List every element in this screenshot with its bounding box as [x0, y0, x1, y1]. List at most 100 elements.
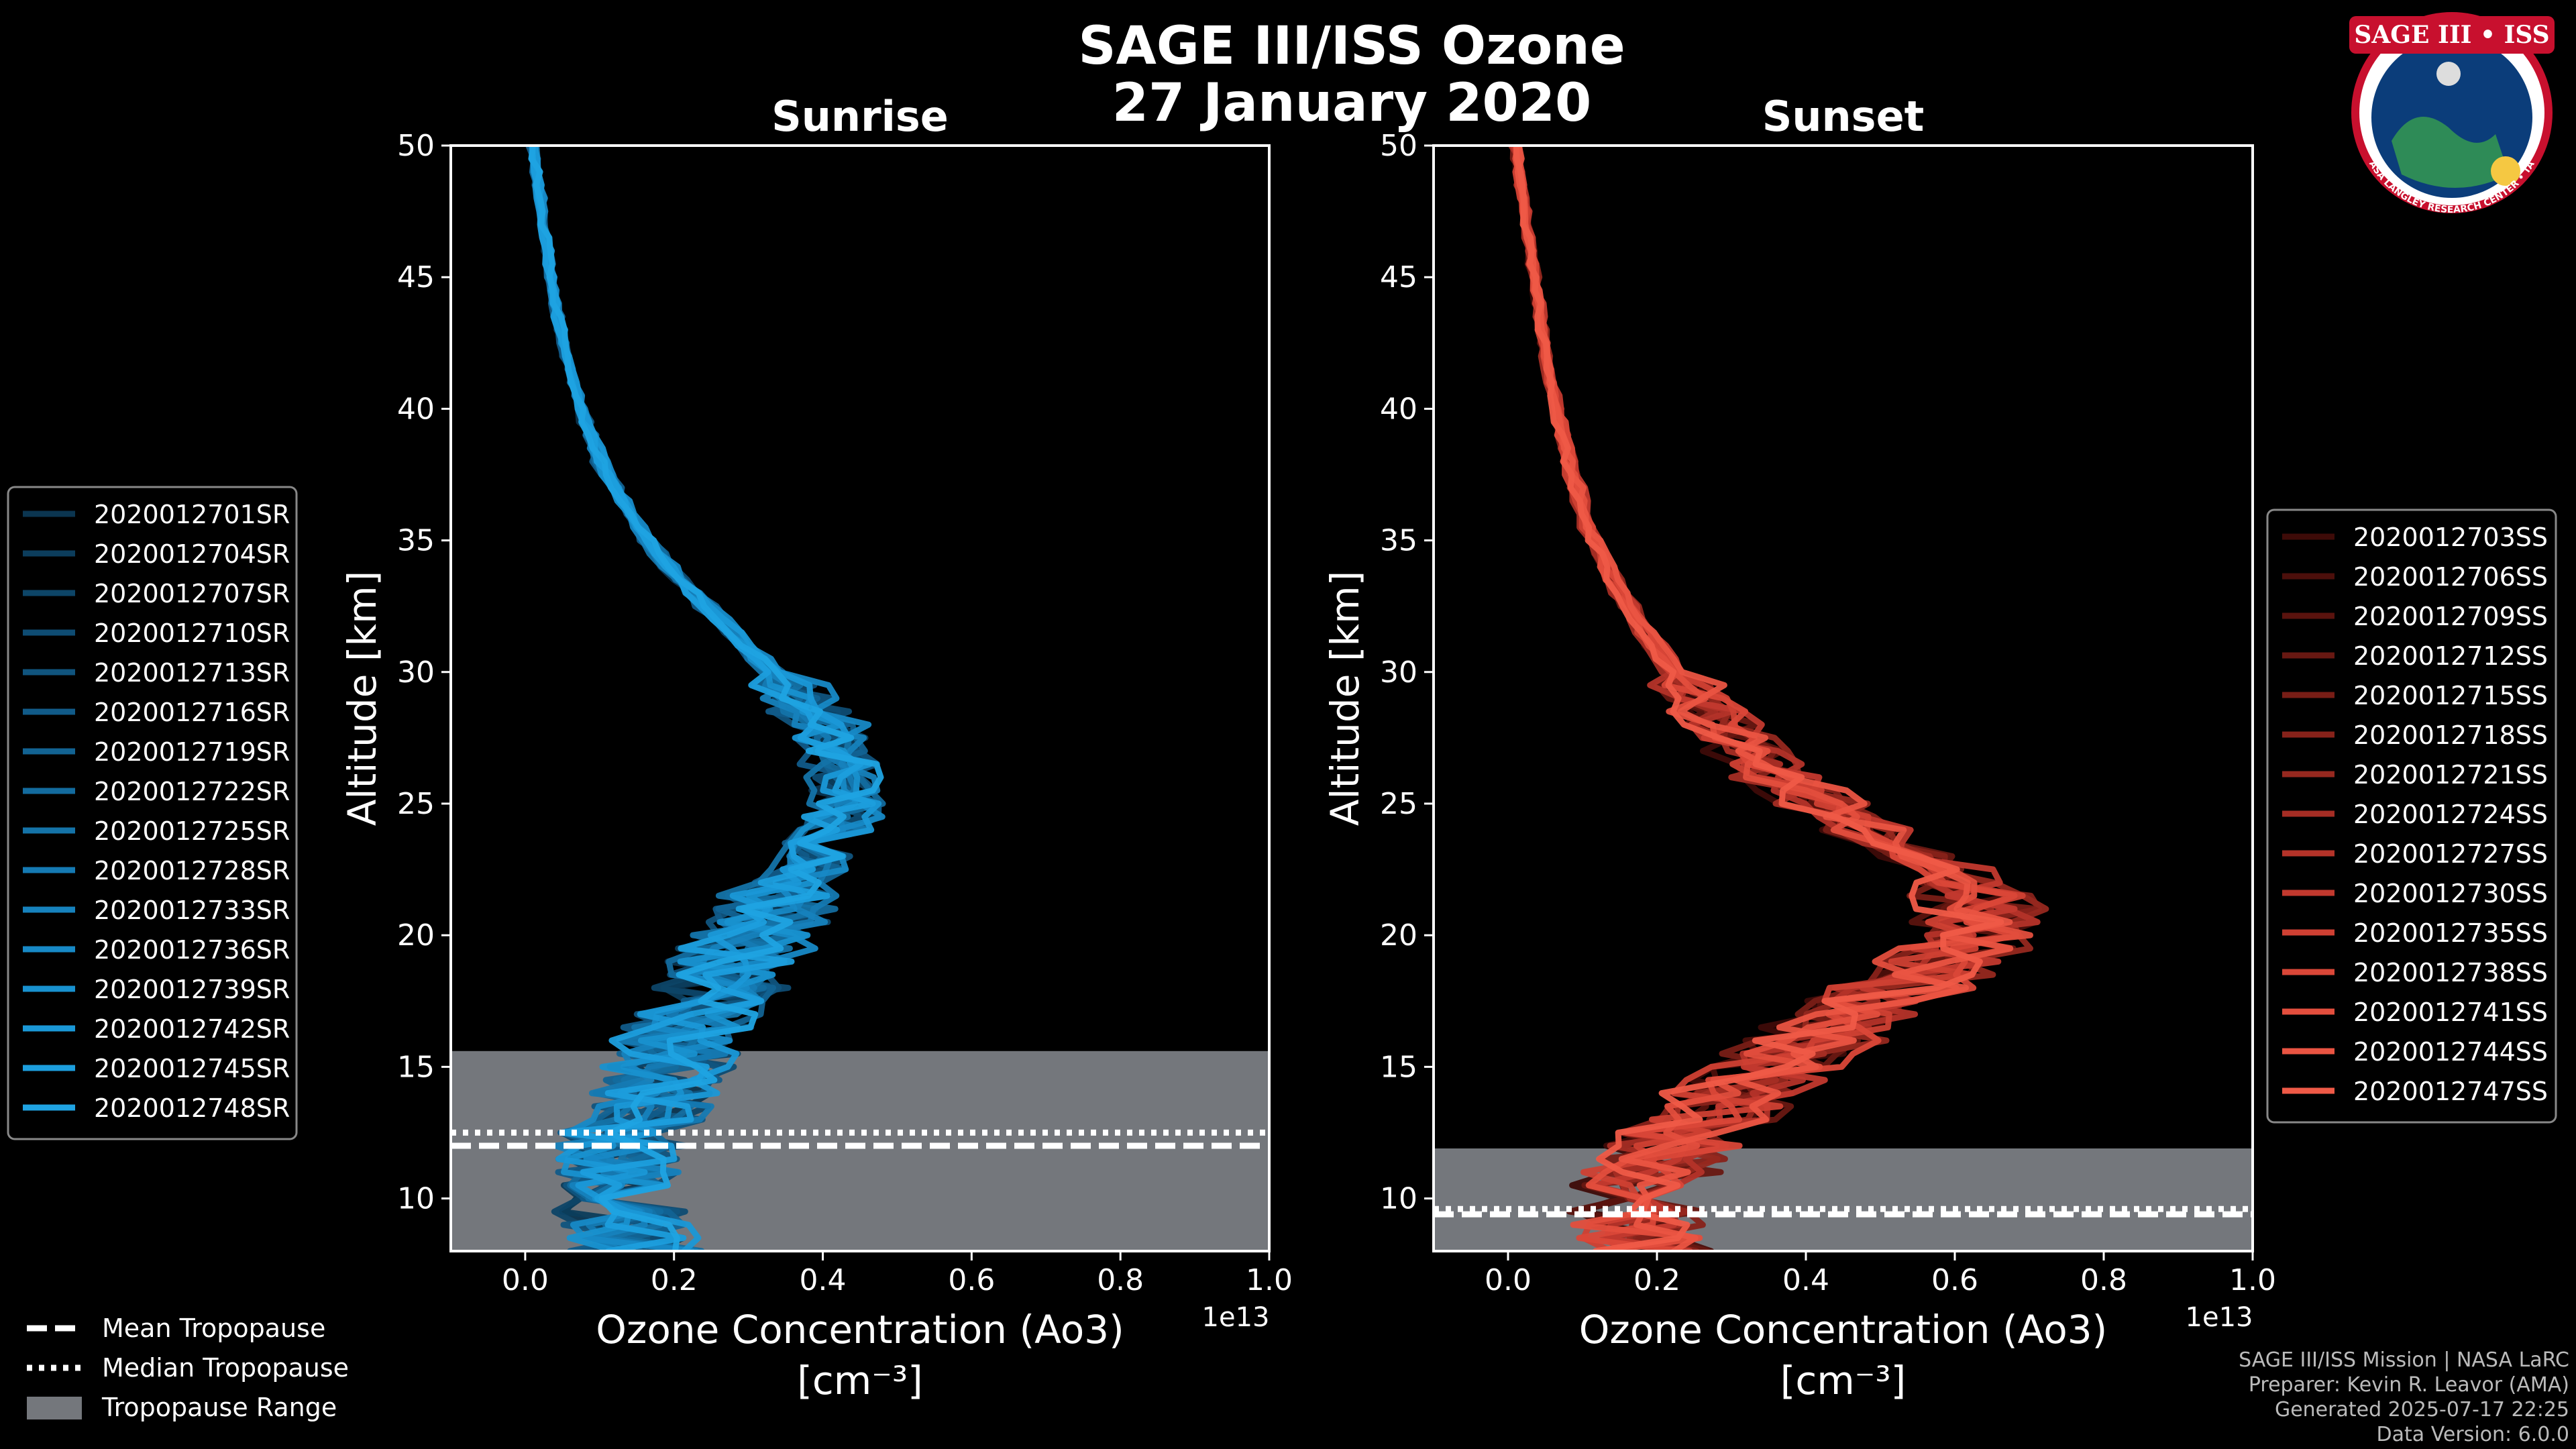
axes-frame	[1432, 144, 2254, 1252]
y-tick-label: 50	[1380, 129, 1417, 163]
y-tick-label: 50	[397, 129, 435, 163]
legend-label: 2020012735SS	[2353, 918, 2548, 948]
profile-line	[1514, 146, 2014, 1251]
legend-label: 2020012745SR	[94, 1054, 290, 1083]
logo-sun	[2491, 156, 2520, 186]
legend-label: 2020012721SS	[2353, 760, 2548, 790]
x-tick-label: 0.0	[1485, 1263, 1532, 1297]
x-tick-label: 1.0	[2229, 1263, 2276, 1297]
profile-line	[531, 146, 882, 1251]
x-axis-label: Ozone Concentration (Ao3)	[1579, 1307, 2108, 1352]
x-scale-label: 1e13	[1202, 1302, 1270, 1333]
legend-label: 2020012738SS	[2353, 958, 2548, 987]
legend-label: 2020012725SR	[94, 816, 290, 846]
x-scale-label: 1e13	[2186, 1302, 2253, 1333]
credit-line: SAGE III/ISS Mission | NASA LaRC	[2239, 1348, 2569, 1372]
legend-label: 2020012718SS	[2353, 720, 2548, 750]
x-axis-unit: [cm⁻³]	[1780, 1358, 1907, 1403]
legend-label: 2020012706SS	[2353, 562, 2548, 592]
legend-label: 2020012712SS	[2353, 641, 2548, 671]
panel-title: Sunset	[1762, 92, 1925, 141]
x-tick-label: 0.6	[948, 1263, 995, 1297]
legend-label: Mean Tropopause	[102, 1313, 325, 1343]
y-tick-label: 20	[397, 918, 435, 953]
legend-label: 2020012701SR	[94, 500, 290, 529]
plot-area	[451, 146, 1269, 1251]
credit-line: Preparer: Kevin R. Leavor (AMA)	[2249, 1373, 2569, 1397]
legend-frame	[7, 486, 298, 1140]
legend-label: 2020012730SS	[2353, 879, 2548, 908]
x-tick-label: 0.6	[1931, 1263, 1978, 1297]
x-tick-label: 0.4	[800, 1263, 847, 1297]
x-tick-label: 1.0	[1246, 1263, 1293, 1297]
y-tick-label: 20	[1380, 918, 1417, 953]
axes-frame	[449, 144, 1271, 1252]
sunrise-legend: 2020012701SR 2020012704SR 2020012707SR 2020…	[7, 486, 298, 1140]
x-tick-label: 0.8	[2080, 1263, 2127, 1297]
y-tick-label: 15	[397, 1050, 435, 1084]
legend-label: 2020012716SR	[94, 698, 290, 727]
credit-line: Generated 2025-07-17 22:25	[2275, 1398, 2569, 1421]
legend-label: 2020012724SS	[2353, 800, 2548, 829]
legend-label: 2020012710SR	[94, 619, 290, 648]
legend-swatch	[27, 1397, 82, 1419]
legend-label: 2020012719SR	[94, 737, 290, 767]
tropopause-legend: Mean Tropopause Median Tropopause Tropopau…	[27, 1313, 349, 1422]
y-tick-label: 10	[397, 1182, 435, 1216]
logo-banner	[2349, 16, 2555, 54]
logo-moon	[2436, 62, 2461, 86]
legend-label: 2020012742SR	[94, 1014, 290, 1044]
y-axis-label: Altitude [km]	[1322, 571, 1368, 826]
figure-title: SAGE III/ISS Ozone	[1078, 16, 1625, 76]
legend-label: 2020012739SR	[94, 975, 290, 1004]
legend-label: 2020012747SS	[2353, 1077, 2548, 1106]
y-tick-label: 10	[1380, 1182, 1417, 1216]
x-tick-label: 0.0	[502, 1263, 549, 1297]
legend-label: 2020012727SS	[2353, 839, 2548, 869]
x-tick-label: 0.2	[1633, 1263, 1680, 1297]
sunrise-panel: 0.0 0.2 0.4 0.6 0.8 1.0 10 15 20 25 30 35 40 45 50 1e13…	[339, 92, 1293, 1403]
plot-area	[1434, 146, 2253, 1251]
legend-label: 2020012741SS	[2353, 998, 2548, 1027]
tropopause-range-band	[1434, 1148, 2253, 1251]
legend-label: 2020012715SS	[2353, 681, 2548, 710]
x-axis-unit: [cm⁻³]	[797, 1358, 923, 1403]
y-tick-label: 40	[397, 392, 435, 426]
legend-label: 2020012713SR	[94, 658, 290, 688]
x-axis-label: Ozone Concentration (Ao3)	[596, 1307, 1124, 1352]
legend-label: 2020012707SR	[94, 579, 290, 608]
x-tick-label: 0.4	[1782, 1263, 1829, 1297]
y-tick-label: 45	[397, 260, 435, 294]
profile-line	[529, 146, 884, 1251]
legend-label: 2020012748SR	[94, 1093, 290, 1123]
y-tick-label: 30	[1380, 655, 1417, 690]
credit-line: Data Version: 6.0.0	[2377, 1423, 2569, 1446]
y-tick-label: 25	[397, 787, 435, 821]
y-axis-label: Altitude [km]	[339, 571, 385, 826]
y-tick-label: 45	[1380, 260, 1417, 294]
legend-label: Tropopause Range	[101, 1393, 337, 1422]
x-tick-label: 0.2	[651, 1263, 698, 1297]
legend-label: 2020012703SS	[2353, 523, 2548, 552]
y-tick-label: 35	[1380, 524, 1417, 558]
y-tick-label: 30	[397, 655, 435, 690]
x-tick-label: 0.8	[1097, 1263, 1144, 1297]
credits: SAGE III/ISS Mission | NASA LaRC Prepare…	[2239, 1348, 2569, 1446]
legend-label: 2020012722SR	[94, 777, 290, 806]
panel-title: Sunrise	[771, 92, 949, 141]
legend-label: 2020012744SS	[2353, 1037, 2548, 1067]
legend-label: 2020012709SS	[2353, 602, 2548, 631]
legend-label: Median Tropopause	[102, 1353, 349, 1383]
y-tick-label: 35	[397, 524, 435, 558]
y-tick-label: 25	[1380, 787, 1417, 821]
legend-label: 2020012733SR	[94, 896, 290, 925]
legend-label: 2020012704SR	[94, 539, 290, 569]
logo-text: SAGE III • ISS	[2354, 21, 2549, 49]
y-tick-label: 40	[1380, 392, 1417, 426]
profile-line	[1513, 146, 2004, 1251]
logo-earth	[2392, 117, 2509, 188]
y-tick-label: 15	[1380, 1050, 1417, 1084]
sunset-legend: 2020012703SS 2020012706SS 2020012709SS 2020…	[2266, 508, 2557, 1124]
legend-label: 2020012736SR	[94, 935, 290, 965]
